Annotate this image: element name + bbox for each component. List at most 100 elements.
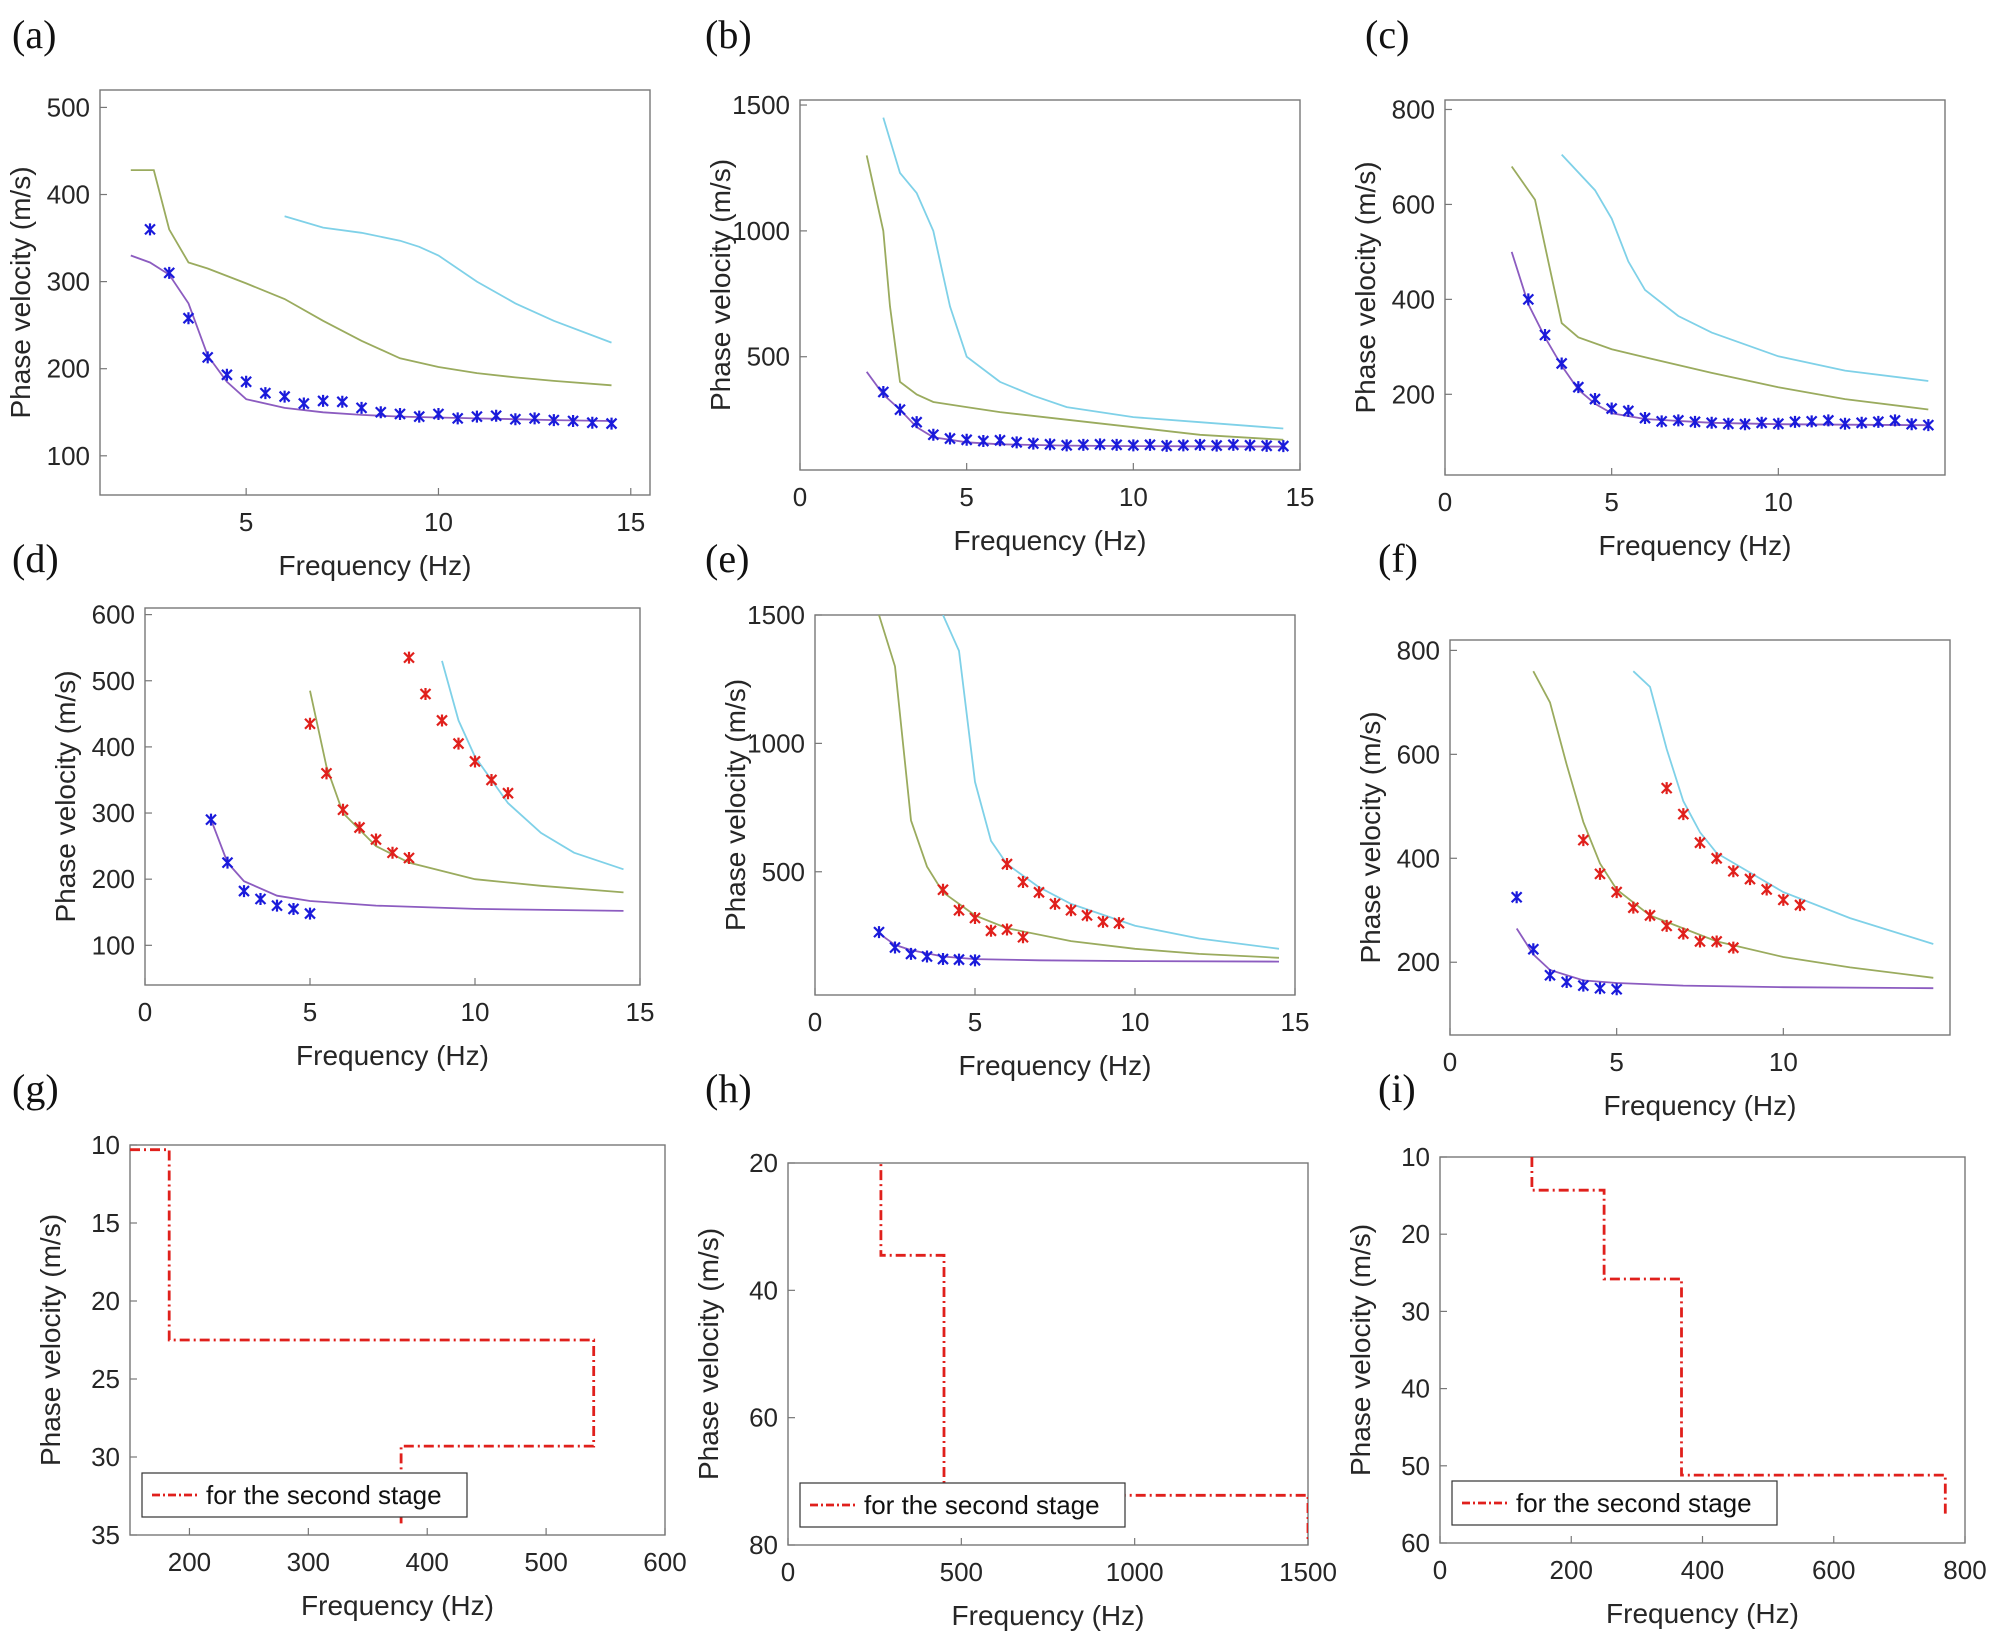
plot-area: [1510, 153, 1935, 432]
data-point-fundamental-points: [1510, 891, 1523, 904]
data-point-higher-points: [1677, 808, 1690, 821]
y-axis-title: Phase velocity (m/s): [720, 679, 751, 931]
panel-g: (g) 200 300 400 500 600 10 15 20 25 30 35 Frequency …: [12, 1066, 687, 1621]
y-tick-label: 1500: [747, 600, 805, 630]
data-point-fundamental-points: [1755, 416, 1768, 429]
data-point-fundamental-points: [413, 410, 426, 423]
x-tick-label: 5: [1609, 1047, 1623, 1077]
x-tick-label: 1000: [1106, 1557, 1164, 1587]
data-point-fundamental-points: [1872, 415, 1885, 428]
x-axis-title: Frequency (Hz): [1606, 1598, 1799, 1629]
series-line-layer-line: [130, 1148, 596, 1528]
data-point-fundamental-points: [394, 408, 406, 420]
data-point-higher-points: [1710, 935, 1723, 948]
y-tick-label: 800: [1392, 94, 1435, 124]
y-axis-title: Phase velocity (m/s): [35, 1214, 66, 1466]
x-tick-label: 0: [781, 1557, 795, 1587]
data-point-fundamental-points: [977, 435, 990, 448]
x-tick-label: 5: [968, 1007, 982, 1037]
x-tick-label: 200: [168, 1547, 211, 1577]
series-line-second-higher_curve: [1561, 153, 1929, 382]
data-point-fundamental-points: [304, 907, 316, 920]
y-tick-label: 80: [749, 1530, 778, 1560]
panel-label: (b): [705, 12, 752, 57]
legend: for the second stage: [1451, 1480, 1778, 1526]
data-point-higher-points: [1660, 919, 1673, 932]
data-point-higher-points: [937, 883, 949, 896]
plot-area: [879, 1163, 1308, 1542]
x-tick-label: 15: [626, 997, 655, 1027]
x-tick-label: 5: [1604, 487, 1618, 517]
legend: for the second stage: [141, 1472, 468, 1518]
y-tick-label: 200: [47, 354, 90, 384]
series-line-second-higher_curve: [942, 615, 1280, 950]
data-point-higher-points: [1065, 904, 1077, 917]
data-point-fundamental-points: [1722, 417, 1735, 430]
data-point-higher-points: [1644, 909, 1656, 922]
data-point-fundamental-points: [1244, 439, 1256, 452]
panel-h: (h) 0 500 1000 1500 20 40 60 80 Frequency (Hz) Pha…: [693, 1066, 1337, 1631]
data-point-fundamental-points: [1605, 402, 1618, 415]
y-tick-label: 100: [92, 930, 135, 960]
data-point-higher-points: [1594, 867, 1606, 880]
data-point-fundamental-points: [259, 387, 272, 400]
data-point-higher-points: [969, 911, 981, 924]
data-point-fundamental-points: [278, 390, 291, 403]
data-point-higher-points: [403, 852, 415, 865]
x-tick-label: 15: [1281, 1007, 1310, 1037]
plot-frame: [799, 99, 1301, 471]
y-tick-label: 60: [1401, 1528, 1430, 1558]
plot-frame: [99, 89, 651, 496]
data-point-fundamental-points: [1589, 393, 1601, 406]
plot-frame: [1449, 639, 1951, 1036]
x-tick-label: 10: [1764, 487, 1793, 517]
data-point-higher-points: [337, 803, 349, 816]
x-tick-label: 5: [303, 997, 317, 1027]
data-point-fundamental-points: [994, 434, 1006, 447]
data-point-higher-points: [1001, 923, 1013, 936]
panel-b: (b) 0 5 10 15 500 1000 1500 Frequency (Hz) Phase …: [705, 12, 1314, 556]
x-tick-label: 400: [1681, 1555, 1724, 1585]
data-point-fundamental-points: [238, 885, 250, 898]
y-axis-title: Phase velocity (m/s): [1345, 1224, 1376, 1476]
plot-area: [873, 615, 1280, 967]
data-point-fundamental-points: [1905, 418, 1918, 431]
panel-label: (i): [1378, 1066, 1416, 1111]
series-line-second-higher_curve: [1632, 670, 1934, 945]
data-point-fundamental-points: [1639, 412, 1651, 425]
plot-frame: [144, 607, 641, 986]
x-tick-label: 5: [239, 507, 253, 537]
data-point-fundamental-points: [221, 856, 234, 869]
data-point-higher-points: [953, 904, 965, 917]
x-tick-label: 10: [1119, 482, 1148, 512]
plot-area: [865, 117, 1290, 453]
data-point-fundamental-points: [1610, 983, 1623, 996]
y-tick-label: 600: [92, 600, 135, 630]
y-tick-label: 10: [1401, 1142, 1430, 1172]
x-axis-title: Frequency (Hz): [296, 1040, 489, 1071]
data-point-higher-points: [1760, 883, 1773, 896]
x-axis-title: Frequency (Hz): [301, 1590, 494, 1621]
data-point-higher-points: [1727, 941, 1740, 954]
y-axis-title: Phase velocity (m/s): [5, 166, 36, 418]
data-point-higher-points: [1660, 782, 1673, 795]
data-point-fundamental-points: [1522, 293, 1535, 306]
y-tick-label: 400: [92, 732, 135, 762]
y-tick-label: 40: [749, 1275, 778, 1305]
y-tick-label: 200: [1397, 947, 1440, 977]
data-point-fundamental-points: [1144, 438, 1156, 451]
panel-label: (c): [1365, 12, 1409, 57]
data-point-fundamental-points: [1560, 975, 1573, 988]
data-point-fundamental-points: [144, 223, 156, 236]
series-line-first-higher_curve: [1532, 670, 1934, 979]
data-point-fundamental-points: [910, 416, 923, 429]
y-tick-label: 30: [1401, 1296, 1430, 1326]
data-point-fundamental-points: [271, 899, 283, 912]
data-point-higher-points: [1577, 834, 1590, 847]
series-line-second-higher_curve: [284, 215, 612, 344]
data-point-higher-points: [1017, 931, 1029, 944]
panel-c: (c) 0 5 10 200 400 600 800 Frequency (Hz) Phase v…: [1350, 12, 1946, 561]
series-line-second-higher_curve: [882, 117, 1284, 430]
panel-label: (h): [705, 1066, 752, 1111]
y-tick-label: 20: [749, 1148, 778, 1178]
